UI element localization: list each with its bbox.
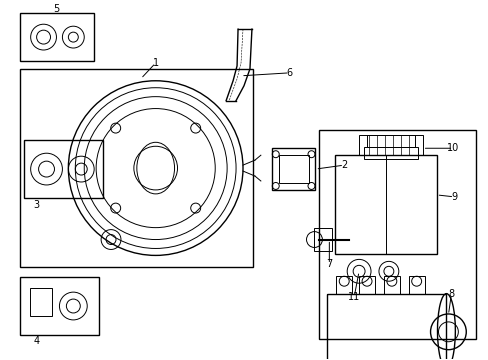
Bar — [314, 228, 332, 251]
Text: 3: 3 — [34, 200, 40, 210]
Text: 6: 6 — [286, 68, 292, 78]
Text: 9: 9 — [450, 192, 456, 202]
Text: 11: 11 — [347, 292, 360, 302]
Bar — [366, 135, 414, 147]
Bar — [335, 155, 436, 255]
Text: 10: 10 — [447, 143, 459, 153]
Bar — [20, 277, 99, 335]
Bar — [364, 147, 417, 159]
Bar — [408, 276, 424, 294]
Bar — [30, 288, 51, 316]
Text: 8: 8 — [447, 289, 453, 299]
Bar — [336, 276, 351, 294]
Bar — [319, 130, 475, 339]
Text: 1: 1 — [152, 58, 159, 68]
Bar — [24, 140, 103, 198]
Bar — [271, 148, 315, 190]
Bar — [20, 13, 94, 61]
Bar — [358, 276, 374, 294]
Text: 5: 5 — [53, 4, 60, 14]
Bar — [358, 135, 422, 155]
Text: 7: 7 — [325, 259, 332, 269]
Bar — [383, 276, 399, 294]
Bar — [326, 294, 446, 360]
Text: 4: 4 — [34, 336, 40, 346]
Bar — [278, 155, 308, 183]
Text: 2: 2 — [341, 160, 346, 170]
Bar — [20, 69, 252, 267]
